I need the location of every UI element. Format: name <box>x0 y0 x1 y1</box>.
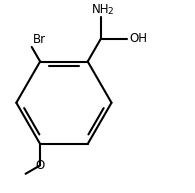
Text: OH: OH <box>129 32 147 45</box>
Text: NH: NH <box>92 3 110 16</box>
Text: 2: 2 <box>108 8 113 16</box>
Text: O: O <box>35 159 44 172</box>
Text: Br: Br <box>33 33 46 46</box>
